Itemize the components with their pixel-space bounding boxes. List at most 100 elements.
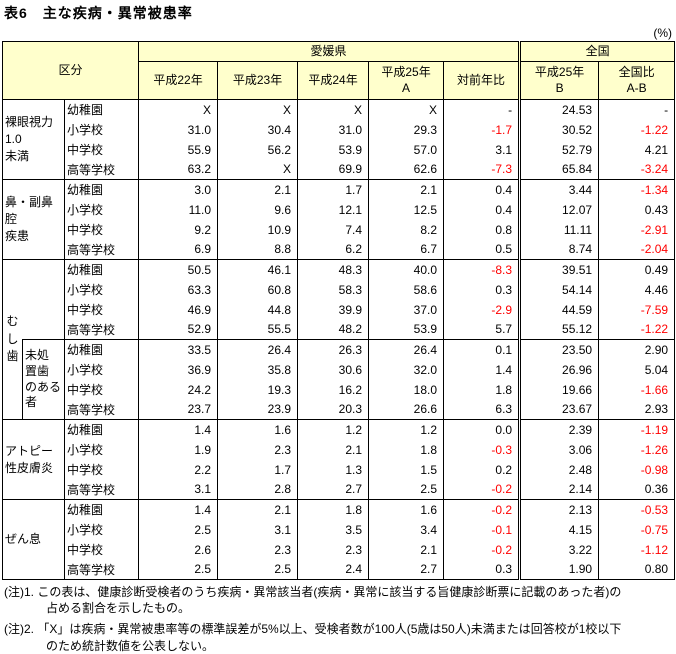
table-row: 中学校 55.9 56.2 53.9 57.0 3.1 52.79 4.21 [3,139,676,160]
note: (注)1. この表は、健康診断受検者のうち疾病・異常該当者(疾病・異常に該当する… [4,584,674,616]
value-cell: 1.6 [217,419,299,440]
value-cell: 58.6 [368,279,445,300]
value-cell: 1.8 [297,499,370,520]
value-cell: 2.93 [598,399,676,420]
school-label: 幼稚園 [63,339,140,360]
value-cell: 2.3 [217,539,299,560]
value-cell: 53.9 [297,139,370,160]
value-cell: -2.91 [598,219,676,240]
value-cell: -1.26 [598,439,676,460]
value-cell: X [297,99,370,120]
value-cell: 0.5 [443,239,521,260]
value-cell: 0.3 [443,559,521,580]
notes: (注)1. この表は、健康診断受検者のうち疾病・異常該当者(疾病・異常に該当する… [2,584,674,654]
school-label: 高等学校 [63,559,140,580]
value-cell: -7.3 [443,159,521,180]
value-cell: 2.5 [368,479,445,500]
value-cell: 2.39 [518,419,600,440]
value-cell: 3.1 [443,139,521,160]
school-label: 小学校 [63,199,140,220]
value-cell: 63.3 [138,279,219,300]
value-cell: 2.1 [368,539,445,560]
school-label: 幼稚園 [63,259,140,280]
table-row: 高等学校 23.7 23.9 20.3 26.6 6.3 23.67 2.93 [3,399,676,420]
value-cell: 3.0 [138,179,219,200]
page-title: 表6 主な疾病・異常被患率 [4,5,193,21]
table-row: 中学校 2.2 1.7 1.3 1.5 0.2 2.48 -0.98 [3,459,676,480]
value-cell: 1.2 [297,419,370,440]
value-cell: 1.4 [138,419,219,440]
value-cell: 10.9 [217,219,299,240]
value-cell: -1.22 [598,319,676,340]
value-cell: 48.3 [297,259,370,280]
value-cell: 0.4 [443,179,521,200]
value-cell: -0.2 [443,539,521,560]
value-cell: 57.0 [368,139,445,160]
value-cell: -0.75 [598,519,676,540]
value-cell: 0.1 [443,339,521,360]
value-cell: -1.19 [598,419,676,440]
value-cell: 30.6 [297,359,370,380]
value-cell: 44.8 [217,299,299,320]
value-cell: 26.3 [297,339,370,360]
value-cell: 48.2 [297,319,370,340]
value-cell: 8.2 [368,219,445,240]
value-cell: 0.8 [443,219,521,240]
note-line: 占める割合を示したもの。 [46,601,191,616]
header-row-1: 区分 愛媛県 全国 [1,41,676,100]
value-cell: 2.1 [368,179,445,200]
value-cell: 1.7 [297,179,370,200]
value-cell: 8.74 [518,239,600,260]
value-cell: 30.4 [217,119,299,140]
value-cell: 2.6 [138,539,219,560]
col-header-h24: 平成24年 [297,61,370,100]
value-cell: 1.6 [368,499,445,520]
value-cell: 30.52 [518,119,600,140]
value-cell: -1.66 [598,379,676,400]
value-cell: 0.2 [443,459,521,480]
value-cell: 40.0 [368,259,445,280]
col-header-h25a: 平成25年 A [368,61,445,100]
value-cell: 32.0 [368,359,445,380]
note: (注)2. 「X」は疾病・異常被患率等の標準誤差が5%以上、受検者数が100人(… [4,621,674,653]
value-cell: 1.8 [443,379,521,400]
value-cell: 2.3 [217,439,299,460]
table-row: 高等学校 3.1 2.8 2.7 2.5 -0.2 2.14 0.36 [3,479,676,500]
value-cell: 2.1 [297,439,370,460]
table-row: 小学校 11.0 9.6 12.1 12.5 0.4 12.07 0.43 [3,199,676,220]
school-label: 高等学校 [63,239,140,260]
school-label: 中学校 [63,219,140,240]
value-cell: 1.4 [138,499,219,520]
col-header-h23: 平成23年 [217,61,299,100]
value-cell: 37.0 [368,299,445,320]
value-cell: X [217,99,299,120]
value-cell: 1.5 [368,459,445,480]
school-label: 小学校 [63,519,140,540]
value-cell: 3.44 [518,179,600,200]
value-cell: 39.9 [297,299,370,320]
table-row: 小学校 31.0 30.4 31.0 29.3 -1.7 30.52 -1.22 [3,119,676,140]
value-cell: 46.1 [217,259,299,280]
school-label: 中学校 [63,299,140,320]
value-cell: 62.6 [368,159,445,180]
school-label: 小学校 [63,359,140,380]
value-cell: 2.2 [138,459,219,480]
value-cell: X [368,99,445,120]
school-label: 中学校 [63,139,140,160]
disease-sublabel: 未処 置歯 のある 者 [22,339,65,420]
value-cell: 6.3 [443,399,521,420]
school-label: 高等学校 [63,319,140,340]
value-cell: -2.04 [598,239,676,260]
col-header-zenkoku: 全国 [518,41,676,62]
value-cell: 52.79 [518,139,600,160]
value-cell: 2.4 [297,559,370,580]
value-cell: 6.2 [297,239,370,260]
col-header-h25b: 平成25年 B [518,61,600,100]
value-cell: 12.5 [368,199,445,220]
value-cell: 54.14 [518,279,600,300]
value-cell: 35.8 [217,359,299,380]
table-row: 未処 置歯 のある 者幼稚園 33.5 26.4 26.3 26.4 0.1 23.50 2.… [3,339,676,420]
value-cell: 1.2 [368,419,445,440]
header-row-2: 平成22年 平成23年 平成24年 平成25年 A 対前年比 平成25年 B 全… [3,61,676,100]
value-cell: 46.9 [138,299,219,320]
